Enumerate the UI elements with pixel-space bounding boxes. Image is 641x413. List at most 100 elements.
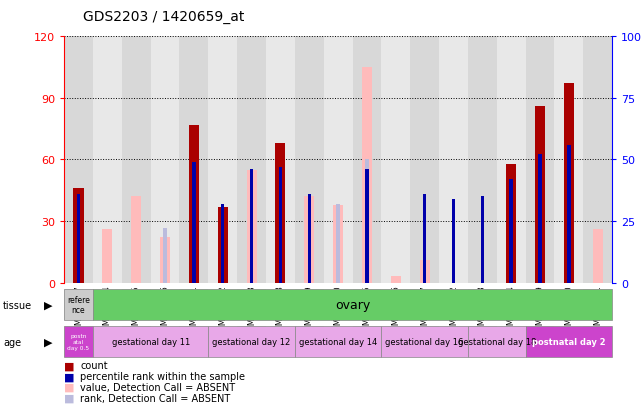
Bar: [324, 289, 353, 320]
Bar: [353, 326, 381, 357]
Bar: [365, 160, 369, 283]
Bar: [103, 230, 112, 283]
Text: ▶: ▶: [44, 337, 52, 347]
Bar: [74, 189, 83, 283]
Text: percentile rank within the sample: percentile rank within the sample: [80, 371, 245, 381]
Bar: [304, 197, 314, 283]
Bar: [593, 230, 603, 283]
Bar: [93, 326, 208, 357]
Bar: [266, 37, 295, 283]
Bar: [353, 289, 381, 320]
Bar: [64, 326, 93, 357]
Bar: [510, 180, 513, 283]
Bar: [237, 289, 266, 320]
Bar: [163, 229, 167, 283]
Bar: [439, 326, 468, 357]
Bar: [468, 37, 497, 283]
Bar: [250, 170, 253, 283]
Bar: [423, 195, 426, 283]
Text: ■: ■: [64, 393, 74, 403]
Bar: [208, 289, 237, 320]
Text: value, Detection Call = ABSENT: value, Detection Call = ABSENT: [80, 382, 235, 392]
Bar: [564, 84, 574, 283]
Bar: [526, 37, 554, 283]
Bar: [381, 326, 410, 357]
Bar: [381, 326, 468, 357]
Text: ■: ■: [64, 382, 74, 392]
Bar: [295, 326, 324, 357]
Bar: [381, 289, 410, 320]
Bar: [77, 195, 80, 283]
Bar: [208, 326, 295, 357]
Bar: [337, 204, 340, 283]
Bar: [77, 209, 80, 283]
Bar: [218, 207, 228, 283]
Text: ovary: ovary: [335, 298, 370, 311]
Bar: [583, 37, 612, 283]
Text: gestational day 12: gestational day 12: [212, 337, 291, 346]
Bar: [497, 326, 526, 357]
Text: GDS2203 / 1420659_at: GDS2203 / 1420659_at: [83, 10, 245, 24]
Bar: [93, 289, 122, 320]
Text: rank, Detection Call = ABSENT: rank, Detection Call = ABSENT: [80, 393, 230, 403]
Bar: [131, 197, 141, 283]
Text: gestational day 11: gestational day 11: [112, 337, 190, 346]
Bar: [526, 326, 554, 357]
Bar: [237, 326, 266, 357]
Bar: [192, 162, 196, 283]
Bar: [468, 326, 497, 357]
Bar: [93, 37, 122, 283]
Bar: [362, 68, 372, 283]
Text: gestational day 18: gestational day 18: [458, 337, 536, 346]
Text: gestational day 16: gestational day 16: [385, 337, 464, 346]
Bar: [189, 125, 199, 283]
Text: gestational day 14: gestational day 14: [299, 337, 378, 346]
Bar: [122, 37, 151, 283]
Bar: [179, 37, 208, 283]
Text: ▶: ▶: [44, 300, 52, 310]
Bar: [583, 326, 612, 357]
Text: postnatal day 2: postnatal day 2: [532, 337, 606, 346]
Bar: [276, 144, 285, 283]
Bar: [295, 37, 324, 283]
Bar: [554, 289, 583, 320]
Bar: [439, 37, 468, 283]
Bar: [333, 205, 343, 283]
Bar: [468, 326, 526, 357]
Bar: [266, 326, 295, 357]
Bar: [381, 37, 410, 283]
Text: ■: ■: [64, 371, 74, 381]
Bar: [452, 199, 455, 283]
Bar: [324, 326, 353, 357]
Bar: [353, 37, 381, 283]
Bar: [64, 326, 93, 357]
Bar: [308, 195, 311, 283]
Text: count: count: [80, 361, 108, 370]
Bar: [420, 260, 429, 283]
Bar: [208, 37, 237, 283]
Text: tissue: tissue: [3, 300, 32, 310]
Bar: [481, 197, 484, 283]
Bar: [122, 289, 151, 320]
Bar: [391, 277, 401, 283]
Bar: [237, 37, 266, 283]
Bar: [279, 167, 282, 283]
Bar: [93, 326, 122, 357]
Bar: [266, 289, 295, 320]
Bar: [497, 289, 526, 320]
Bar: [526, 326, 612, 357]
Bar: [567, 145, 570, 283]
Bar: [122, 326, 151, 357]
Bar: [410, 326, 439, 357]
Bar: [151, 289, 179, 320]
Bar: [179, 326, 208, 357]
Bar: [221, 204, 224, 283]
Text: age: age: [3, 337, 21, 347]
Bar: [506, 164, 516, 283]
Bar: [365, 170, 369, 283]
Bar: [151, 37, 179, 283]
Bar: [247, 170, 256, 283]
Bar: [583, 289, 612, 320]
Bar: [295, 326, 381, 357]
Bar: [64, 289, 93, 320]
